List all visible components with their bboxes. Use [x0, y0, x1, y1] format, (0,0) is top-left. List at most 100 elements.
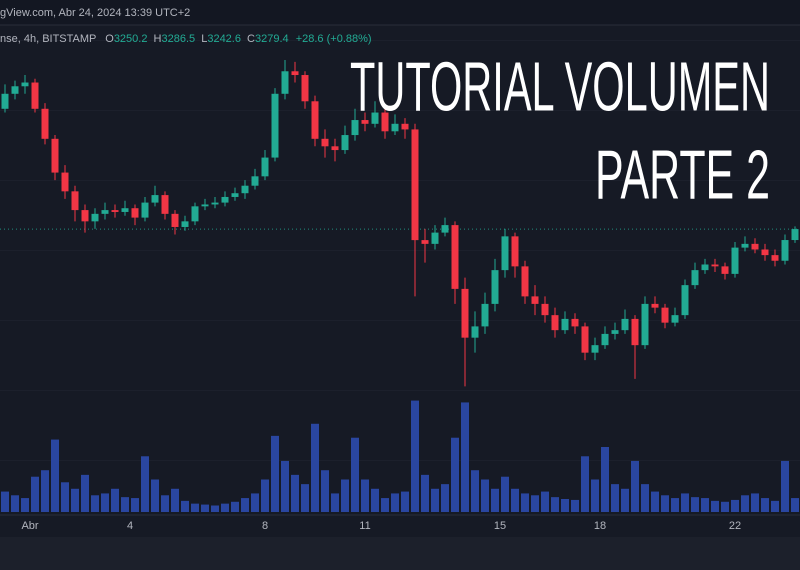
grid-pattern [0, 25, 800, 515]
x-tick-label: 8 [262, 520, 268, 532]
candle-body [101, 210, 109, 214]
candle-body [281, 71, 289, 94]
volume-bar [491, 488, 499, 512]
candle-body [691, 270, 699, 286]
volume-bar [481, 479, 489, 512]
candle-body [521, 266, 529, 297]
x-tick-label: 4 [127, 520, 133, 532]
candle-body [421, 240, 429, 244]
volume-bar [551, 497, 559, 512]
x-tick-label: 15 [494, 520, 506, 532]
volume-bar [41, 470, 49, 512]
candle-body [181, 221, 189, 227]
candle-body [361, 120, 369, 124]
volume-bar [431, 488, 439, 512]
volume-bar [101, 493, 109, 512]
x-tick-label: 22 [729, 520, 741, 532]
volume-bar [331, 493, 339, 512]
candle-body [271, 93, 279, 158]
candle-body [751, 243, 759, 250]
volume-bar [641, 484, 649, 512]
candle-body [741, 243, 749, 248]
volume-bar [51, 439, 59, 512]
volume-bar [11, 495, 19, 512]
volume-bar [611, 484, 619, 512]
candle-body [391, 123, 399, 132]
candle-body [721, 266, 729, 274]
ohlc-letter: H [154, 33, 162, 45]
volume-bar [421, 474, 429, 512]
volume-bar [791, 498, 799, 512]
candle-body [711, 264, 719, 267]
volume-bar [361, 479, 369, 512]
candle-body [601, 333, 609, 346]
ohlc-value: 3286.5 [161, 33, 195, 45]
volume-bar [241, 498, 249, 512]
volume-bar [391, 493, 399, 512]
candle-body [621, 318, 629, 331]
volume-bar [161, 495, 169, 512]
candle-body [261, 157, 269, 177]
volume-bar [511, 488, 519, 512]
volume-bar [231, 501, 239, 512]
candle-body [311, 101, 319, 139]
volume-bar [91, 495, 99, 512]
volume-bar [181, 500, 189, 512]
candle-body [671, 315, 679, 323]
candle-body [1, 93, 9, 109]
candle-body [91, 213, 99, 222]
candle-body [401, 123, 409, 130]
candle-body [611, 330, 619, 334]
volume-bar [21, 498, 29, 512]
volume-bar [661, 495, 669, 512]
candle-body [661, 307, 669, 323]
candle-body [251, 176, 259, 186]
candle-body [781, 240, 789, 261]
volume-bar [401, 491, 409, 512]
candle-body [481, 303, 489, 327]
volume-bar [171, 488, 179, 512]
volume-bar [631, 460, 639, 512]
candle-body [31, 82, 39, 109]
volume-bar [211, 505, 219, 512]
volume-bar [591, 479, 599, 512]
candle-body [511, 236, 519, 267]
legend-line: nse, 4h, BITSTAMP O3250.2 H3286.5 L3242.… [0, 33, 372, 45]
candle-body [301, 75, 309, 102]
volume-bar [711, 500, 719, 512]
volume-bar [771, 500, 779, 512]
volume-bar [251, 493, 259, 512]
volume-bar [451, 437, 459, 512]
candle-body [11, 86, 19, 94]
candle-body [121, 208, 129, 212]
volume-bar [381, 498, 389, 512]
candle-body [161, 195, 169, 214]
candle-body [571, 318, 579, 327]
overlay-subtitle: PARTE 2 [595, 135, 770, 213]
volume-bar [671, 498, 679, 512]
volume-bar [411, 400, 419, 512]
candle-body [541, 303, 549, 316]
volume-bar [351, 437, 359, 512]
volume-bar [521, 493, 529, 512]
volume-bar [761, 498, 769, 512]
candle-body [61, 172, 69, 192]
volume-bar [121, 497, 129, 512]
candle-body [221, 196, 229, 203]
bottom-bar [0, 537, 800, 570]
candle-body [471, 326, 479, 338]
candle-body [371, 112, 379, 124]
candle-body [581, 326, 589, 353]
volume-bar [291, 474, 299, 512]
volume-bar [141, 456, 149, 512]
candle-body [21, 82, 29, 87]
candle-body [41, 108, 49, 139]
candle-body [591, 345, 599, 353]
candle-body [241, 185, 249, 194]
ohlc-value: 3279.4 [255, 33, 289, 45]
volume-bar [221, 503, 229, 512]
candle-body [131, 208, 139, 218]
candle-body [531, 296, 539, 304]
plot: Abr 4 8 11 15 18 22 [0, 60, 800, 532]
candle-body [341, 135, 349, 151]
